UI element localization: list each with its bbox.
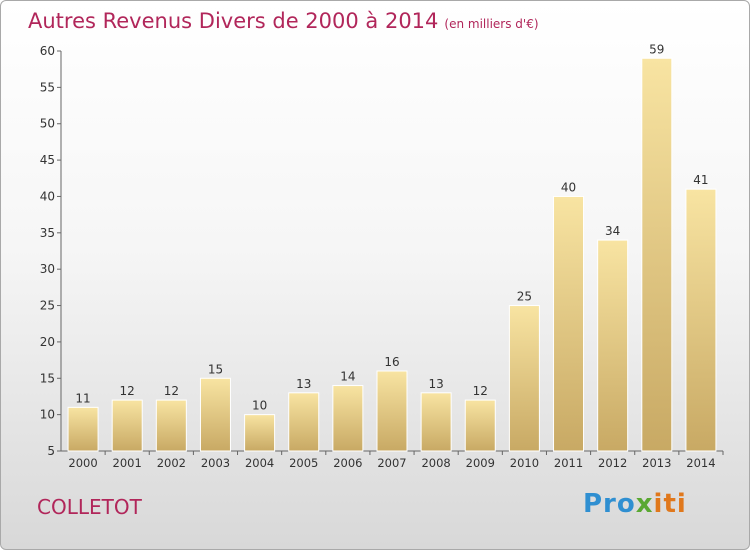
x-tick-label: 2012 [598, 456, 627, 470]
x-tick-label: 2006 [333, 456, 362, 470]
data-label: 10 [252, 399, 267, 413]
y-tick-label: 5 [47, 444, 55, 458]
data-label: 13 [296, 377, 311, 391]
bar [67, 406, 99, 452]
bar [332, 385, 364, 452]
y-tick-label: 25 [40, 299, 55, 313]
x-tick-label: 2003 [201, 456, 230, 470]
x-tick-label: 2007 [377, 456, 406, 470]
bar [199, 377, 231, 452]
y-tick-label: 15 [40, 371, 55, 385]
bar [597, 239, 629, 452]
commune-name: COLLETOT [37, 495, 142, 519]
x-tick-label: 2010 [510, 456, 539, 470]
x-tick-label: 2002 [157, 456, 186, 470]
y-tick-label: 50 [40, 117, 55, 131]
data-label: 15 [208, 362, 223, 376]
x-tick-label: 2013 [642, 456, 671, 470]
chart-title: Autres Revenus Divers de 2000 à 2014 (en … [28, 9, 539, 33]
logo-part-1: Pro [583, 489, 636, 519]
x-tick-label: 2005 [289, 456, 318, 470]
bar [641, 57, 673, 452]
x-tick-label: 2008 [421, 456, 450, 470]
data-label: 41 [693, 173, 708, 187]
bar [553, 195, 585, 452]
x-tick-label: 2014 [686, 456, 715, 470]
bar [508, 305, 540, 452]
bar [420, 392, 452, 452]
logo-part-2: x [635, 489, 654, 519]
bar [244, 414, 276, 452]
x-tick-label: 2009 [466, 456, 495, 470]
y-tick-label: 45 [40, 153, 55, 167]
data-label: 34 [605, 224, 620, 238]
data-label: 59 [649, 42, 664, 56]
bar [464, 399, 496, 452]
data-label: 11 [75, 391, 90, 405]
logo-part-3: iti [653, 489, 687, 519]
data-label: 12 [120, 384, 135, 398]
proxiti-logo: Proxiti [583, 489, 687, 519]
bar [376, 370, 408, 452]
data-label: 40 [561, 180, 576, 194]
data-label: 13 [428, 377, 443, 391]
y-tick-label: 60 [40, 44, 55, 58]
chart-title-text: Autres Revenus Divers de 2000 à 2014 [28, 9, 439, 33]
data-label: 12 [164, 384, 179, 398]
x-tick-label: 2000 [68, 456, 97, 470]
y-tick-label: 35 [40, 226, 55, 240]
bar [111, 399, 143, 452]
x-tick-label: 2004 [245, 456, 274, 470]
y-tick-label: 55 [40, 80, 55, 94]
y-tick-label: 20 [40, 335, 55, 349]
y-tick-label: 40 [40, 189, 55, 203]
data-label: 25 [517, 290, 532, 304]
x-tick-label: 2001 [113, 456, 142, 470]
y-tick-label: 10 [40, 408, 55, 422]
x-tick-label: 2011 [554, 456, 583, 470]
y-tick-label: 30 [40, 262, 55, 276]
chart-unit: (en milliers d'€) [444, 17, 539, 31]
data-label: 12 [473, 384, 488, 398]
bar [155, 399, 187, 452]
bar [288, 392, 320, 452]
data-label: 14 [340, 370, 355, 384]
bar [685, 188, 717, 452]
data-label: 16 [384, 355, 399, 369]
